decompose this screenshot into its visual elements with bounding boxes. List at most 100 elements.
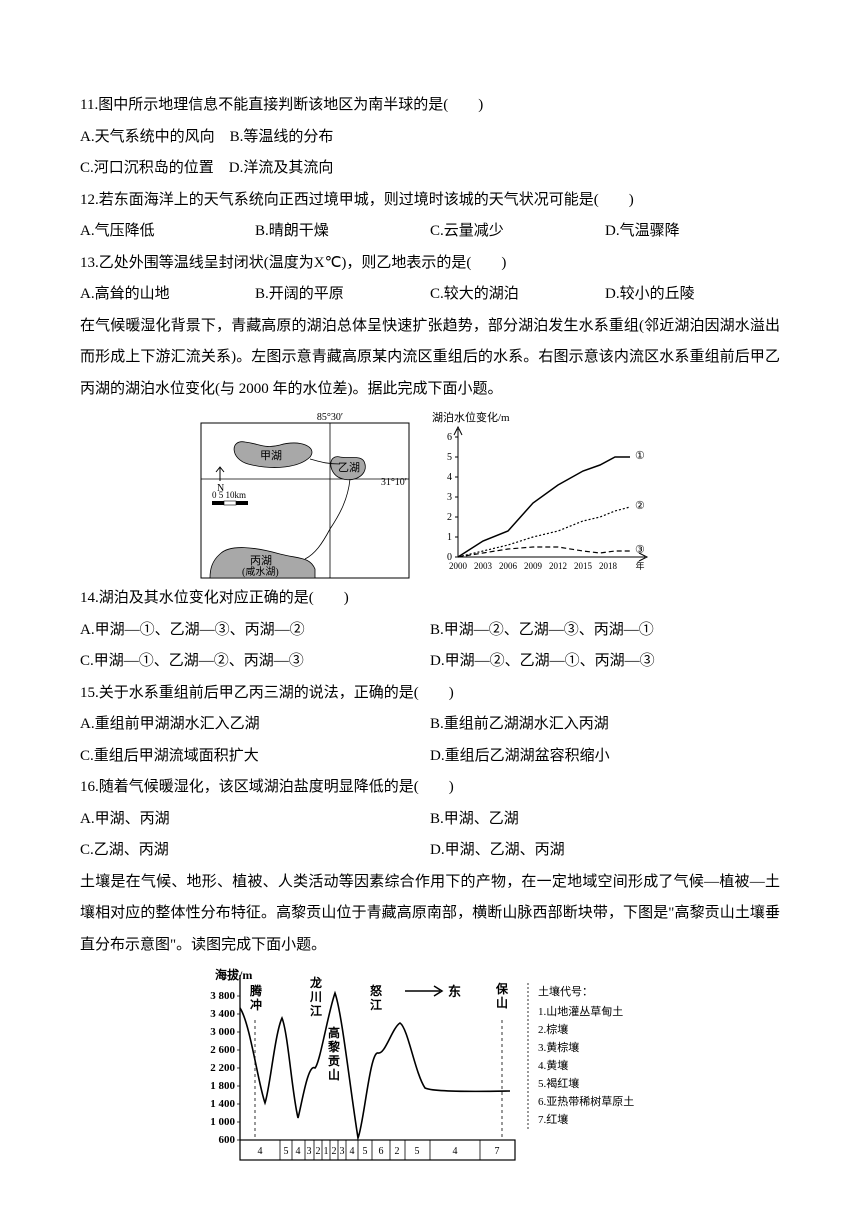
lake-b-label: 乙湖 — [338, 461, 360, 474]
q14-opt-b: B.甲湖—②、乙湖—③、丙湖—① — [430, 615, 780, 647]
svg-text:4.黄壤: 4.黄壤 — [538, 1058, 568, 1072]
q16-opt-d: D.甲湖、乙湖、丙湖 — [430, 835, 780, 867]
svg-text:2003: 2003 — [474, 561, 493, 571]
peak-labels: 腾冲 龙川江 高黎贡山 怒江 保山 — [249, 975, 509, 1082]
q14-options: A.甲湖—①、乙湖—③、丙湖—② B.甲湖—②、乙湖—③、丙湖—① C.甲湖—①… — [80, 615, 780, 678]
y-axis-label: 海拔/m — [215, 967, 252, 982]
svg-text:4: 4 — [296, 1146, 301, 1157]
svg-text:5: 5 — [363, 1146, 368, 1157]
q13-opt-c: C.较大的湖泊 — [430, 279, 605, 311]
q15-opt-a: A.重组前甲湖湖水汇入乙湖 — [80, 709, 430, 741]
series-1-line — [458, 457, 630, 557]
q14-stem: 14.湖泊及其水位变化对应正确的是( ) — [80, 583, 780, 615]
series-3-label: ③ — [635, 544, 645, 556]
svg-text:龙川江: 龙川江 — [309, 975, 322, 1018]
q12-opt-a: A.气压降低 — [80, 216, 255, 248]
svg-text:3: 3 — [340, 1146, 345, 1157]
series-2-label: ② — [635, 500, 645, 512]
soil-profile-path — [240, 993, 510, 1138]
svg-text:5: 5 — [415, 1146, 420, 1157]
svg-text:4: 4 — [258, 1146, 263, 1157]
svg-text:4: 4 — [350, 1146, 355, 1157]
svg-text:1 400: 1 400 — [210, 1098, 235, 1110]
svg-text:2.棕壤: 2.棕壤 — [538, 1022, 568, 1036]
q11-opt-c: C.河口沉积岛的位置 — [80, 160, 214, 176]
q11-opt-d: D.洋流及其流向 — [229, 160, 334, 176]
svg-text:1 000: 1 000 — [210, 1116, 235, 1128]
svg-text:保山: 保山 — [495, 981, 509, 1010]
svg-text:3.黄棕壤: 3.黄棕壤 — [538, 1040, 579, 1054]
q15-stem: 15.关于水系重组前后甲乙丙三湖的说法，正确的是( ) — [80, 678, 780, 710]
q11-stem: 11.图中所示地理信息不能直接判断该地区为南半球的是( ) — [80, 90, 780, 122]
svg-text:2015: 2015 — [574, 561, 593, 571]
svg-text:600: 600 — [219, 1134, 236, 1146]
svg-text:3: 3 — [447, 492, 452, 503]
chart-y-ticks: 0 1 2 3 4 5 6 — [447, 432, 458, 563]
q11-opt-b: B.等温线的分布 — [230, 129, 334, 145]
svg-text:2: 2 — [332, 1146, 337, 1157]
svg-text:2012: 2012 — [549, 561, 567, 571]
svg-text:1.山地灌丛草甸土: 1.山地灌丛草甸土 — [538, 1005, 623, 1018]
svg-text:2009: 2009 — [524, 561, 543, 571]
q11-opt-a: A.天气系统中的风向 — [80, 129, 215, 145]
svg-text:2 600: 2 600 — [210, 1044, 235, 1056]
svg-text:4: 4 — [447, 472, 452, 483]
svg-text:2006: 2006 — [499, 561, 518, 571]
lake-map-figure: 85°30′ 31°10′ 甲湖 乙湖 丙湖 (咸水湖) 0 5 10km N — [200, 409, 410, 579]
q13-options: A.高耸的山地 B.开阔的平原 C.较大的湖泊 D.较小的丘陵 — [80, 279, 780, 311]
svg-text:2: 2 — [447, 512, 452, 523]
svg-text:东: 东 — [448, 984, 461, 999]
q15-options: A.重组前甲湖湖水汇入乙湖 B.重组前乙湖湖水汇入丙湖 C.重组后甲湖流域面积扩… — [80, 709, 780, 772]
q16-opt-a: A.甲湖、丙湖 — [80, 804, 430, 836]
soil-profile-figure: 海拔/m 600 1 000 1 400 1 800 2 200 2 600 3… — [180, 965, 680, 1165]
svg-text:1 800: 1 800 — [210, 1080, 235, 1092]
lat-label: 31°10′ — [381, 477, 407, 488]
q13-opt-a: A.高耸的山地 — [80, 279, 255, 311]
q12-opt-b: B.晴朗干燥 — [255, 216, 430, 248]
svg-text:怒江: 怒江 — [370, 983, 383, 1012]
svg-text:1: 1 — [324, 1146, 329, 1157]
svg-text:4: 4 — [453, 1146, 458, 1157]
svg-text:5: 5 — [447, 452, 452, 463]
lon-label: 85°30′ — [317, 412, 343, 423]
q15-opt-c: C.重组后甲湖流域面积扩大 — [80, 741, 430, 773]
svg-text:3 400: 3 400 — [210, 1008, 235, 1020]
q12-opt-c: C.云量减少 — [430, 216, 605, 248]
soil-legend: 土壤代号： 1.山地灌丛草甸土 2.棕壤 3.黄棕壤 4.黄壤 5.褐红壤 6.… — [528, 983, 634, 1130]
figure-lakes-row: 85°30′ 31°10′ 甲湖 乙湖 丙湖 (咸水湖) 0 5 10km N … — [80, 409, 780, 579]
svg-text:6.亚热带稀树草原土: 6.亚热带稀树草原土 — [538, 1094, 634, 1108]
q15-opt-b: B.重组前乙湖湖水汇入丙湖 — [430, 709, 780, 741]
series-2-line — [458, 507, 630, 557]
svg-text:3: 3 — [307, 1146, 312, 1157]
q12-options: A.气压降低 B.晴朗干燥 C.云量减少 D.气温骤降 — [80, 216, 780, 248]
soil-y-ticks: 600 1 000 1 400 1 800 2 200 2 600 3 000 … — [210, 990, 235, 1146]
svg-text:1: 1 — [447, 532, 452, 543]
svg-text:3 800: 3 800 — [210, 990, 235, 1002]
svg-text:2: 2 — [395, 1146, 400, 1157]
svg-text:腾冲: 腾冲 — [249, 983, 263, 1012]
svg-text:5: 5 — [284, 1146, 289, 1157]
svg-text:5.褐红壤: 5.褐红壤 — [538, 1076, 579, 1090]
svg-text:2 200: 2 200 — [210, 1062, 235, 1074]
q13-stem: 13.乙处外围等温线呈封闭状(温度为X℃)，则乙地表示的是( ) — [80, 248, 780, 280]
lake-level-chart: 湖泊水位变化/m 0 1 2 3 4 5 6 2000 2003 2006 20… — [430, 409, 660, 579]
q15-opt-d: D.重组后乙湖湖盆容积缩小 — [430, 741, 780, 773]
svg-text:土壤代号：: 土壤代号： — [538, 984, 593, 998]
svg-text:高黎贡山: 高黎贡山 — [328, 1025, 340, 1082]
q16-opt-b: B.甲湖、乙湖 — [430, 804, 780, 836]
q13-opt-d: D.较小的丘陵 — [605, 279, 780, 311]
series-3-line — [458, 547, 630, 557]
q16-stem: 16.随着气候暖湿化，该区域湖泊盐度明显降低的是( ) — [80, 772, 780, 804]
q12-opt-d: D.气温骤降 — [605, 216, 780, 248]
q14-opt-c: C.甲湖—①、乙湖—②、丙湖—③ — [80, 646, 430, 678]
chart-title: 湖泊水位变化/m — [432, 410, 510, 424]
lake-c-label-2: (咸水湖) — [242, 566, 279, 578]
q13-opt-b: B.开阔的平原 — [255, 279, 430, 311]
svg-text:2: 2 — [316, 1146, 321, 1157]
q12-stem: 12.若东面海洋上的天气系统向正西过境甲城，则过境时该城的天气状况可能是( ) — [80, 185, 780, 217]
svg-text:7.红壤: 7.红壤 — [538, 1112, 568, 1126]
q11-options: A.天气系统中的风向 B.等温线的分布 C.河口沉积岛的位置 D.洋流及其流向 — [80, 122, 780, 185]
north-label: N — [217, 483, 224, 494]
svg-text:3 000: 3 000 — [210, 1026, 235, 1038]
q14-opt-d: D.甲湖—②、乙湖—①、丙湖—③ — [430, 646, 780, 678]
